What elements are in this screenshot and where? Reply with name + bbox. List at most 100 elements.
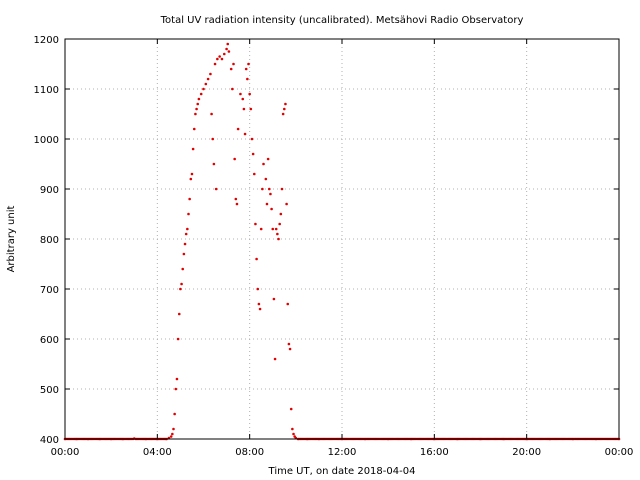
data-point (257, 302, 261, 306)
data-point (259, 227, 263, 231)
data-point (181, 267, 185, 271)
data-point (246, 77, 249, 81)
data-point (236, 127, 240, 131)
data-point (282, 107, 286, 111)
data-point (280, 187, 284, 191)
data-point (197, 97, 201, 101)
data-point (173, 412, 176, 416)
data-point (172, 427, 175, 431)
y-tick-label: 800 (40, 235, 59, 246)
data-point (286, 302, 290, 306)
x-tick-label: 00:00 (51, 447, 80, 458)
x-axis-ticks: 00:00 04:00 08:00 12:00 16:00 20:00 00:00 (51, 39, 634, 458)
data-point (169, 435, 173, 438)
data-point (285, 202, 288, 206)
data-point (229, 67, 233, 71)
data-point (234, 197, 238, 201)
x-axis-label: Time UT, on date 2018-04-04 (268, 466, 416, 477)
data-point (222, 52, 226, 56)
data-point (231, 87, 234, 91)
data-point (189, 177, 193, 181)
chart-title: Total UV radiation intensity (uncalibrat… (160, 15, 524, 26)
data-point (288, 347, 292, 351)
data-point (213, 62, 217, 66)
data-point (171, 432, 174, 436)
data-point (225, 47, 228, 51)
data-point (243, 132, 247, 136)
x-tick-label: 00:00 (605, 447, 634, 458)
y-tick-label: 500 (40, 385, 59, 396)
data-point (256, 287, 260, 291)
data-point (273, 357, 277, 361)
data-point (187, 212, 190, 216)
data-point (177, 312, 181, 316)
data-point (249, 107, 253, 111)
x-tick-label: 12:00 (328, 447, 357, 458)
data-point (192, 127, 196, 131)
data-point (195, 107, 198, 111)
y-tick-label: 600 (40, 335, 59, 346)
data-point (247, 62, 250, 66)
data-point (279, 212, 283, 216)
data-point (227, 50, 231, 53)
y-tick-label: 400 (40, 435, 59, 446)
grid-lines (65, 39, 619, 439)
data-point (210, 112, 213, 116)
data-point (284, 102, 287, 106)
data-point (289, 407, 293, 411)
data-point (180, 282, 183, 286)
data-point (174, 387, 178, 391)
y-tick-label: 1200 (34, 35, 59, 46)
y-tick-label: 1000 (34, 135, 59, 146)
y-axis-label: Arbitrary unit (6, 206, 17, 273)
data-point (233, 157, 236, 161)
data-point (206, 77, 210, 81)
data-point (272, 297, 276, 301)
data-point (291, 427, 294, 431)
data-point (184, 232, 188, 236)
y-axis-ticks: 400 500 600 700 800 900 1000 1100 1200 (34, 35, 619, 446)
data-points (63, 42, 621, 441)
data-point (251, 152, 255, 156)
data-point (277, 237, 280, 241)
data-point (255, 257, 258, 261)
data-point (276, 232, 279, 236)
data-point (242, 107, 246, 111)
data-point (176, 337, 180, 341)
data-point (202, 87, 205, 91)
x-tick-label: 04:00 (143, 447, 172, 458)
data-point (264, 177, 268, 181)
data-point (258, 307, 262, 311)
data-point (191, 147, 195, 151)
data-point (274, 227, 278, 231)
data-point (214, 187, 218, 191)
data-point (186, 227, 189, 231)
data-point (278, 222, 281, 226)
data-point (250, 137, 254, 141)
data-point (194, 112, 197, 116)
y-tick-label: 1100 (34, 85, 59, 96)
x-tick-label: 08:00 (235, 447, 264, 458)
data-point (216, 57, 219, 61)
data-point (235, 202, 239, 206)
data-point (232, 62, 235, 66)
data-point (196, 102, 200, 106)
data-point (179, 287, 182, 291)
data-point (175, 377, 179, 381)
data-point (241, 97, 245, 101)
x-tick-label: 20:00 (512, 447, 541, 458)
data-point (269, 192, 272, 196)
data-point (211, 137, 215, 141)
data-point (254, 222, 257, 226)
data-point (267, 187, 271, 191)
data-point (218, 55, 221, 58)
data-point (209, 72, 212, 76)
data-point (252, 172, 256, 176)
data-point (199, 92, 203, 96)
data-point (265, 202, 269, 206)
data-point (262, 162, 265, 166)
data-point (226, 42, 230, 46)
y-tick-label: 900 (40, 185, 59, 196)
data-point (266, 157, 270, 161)
